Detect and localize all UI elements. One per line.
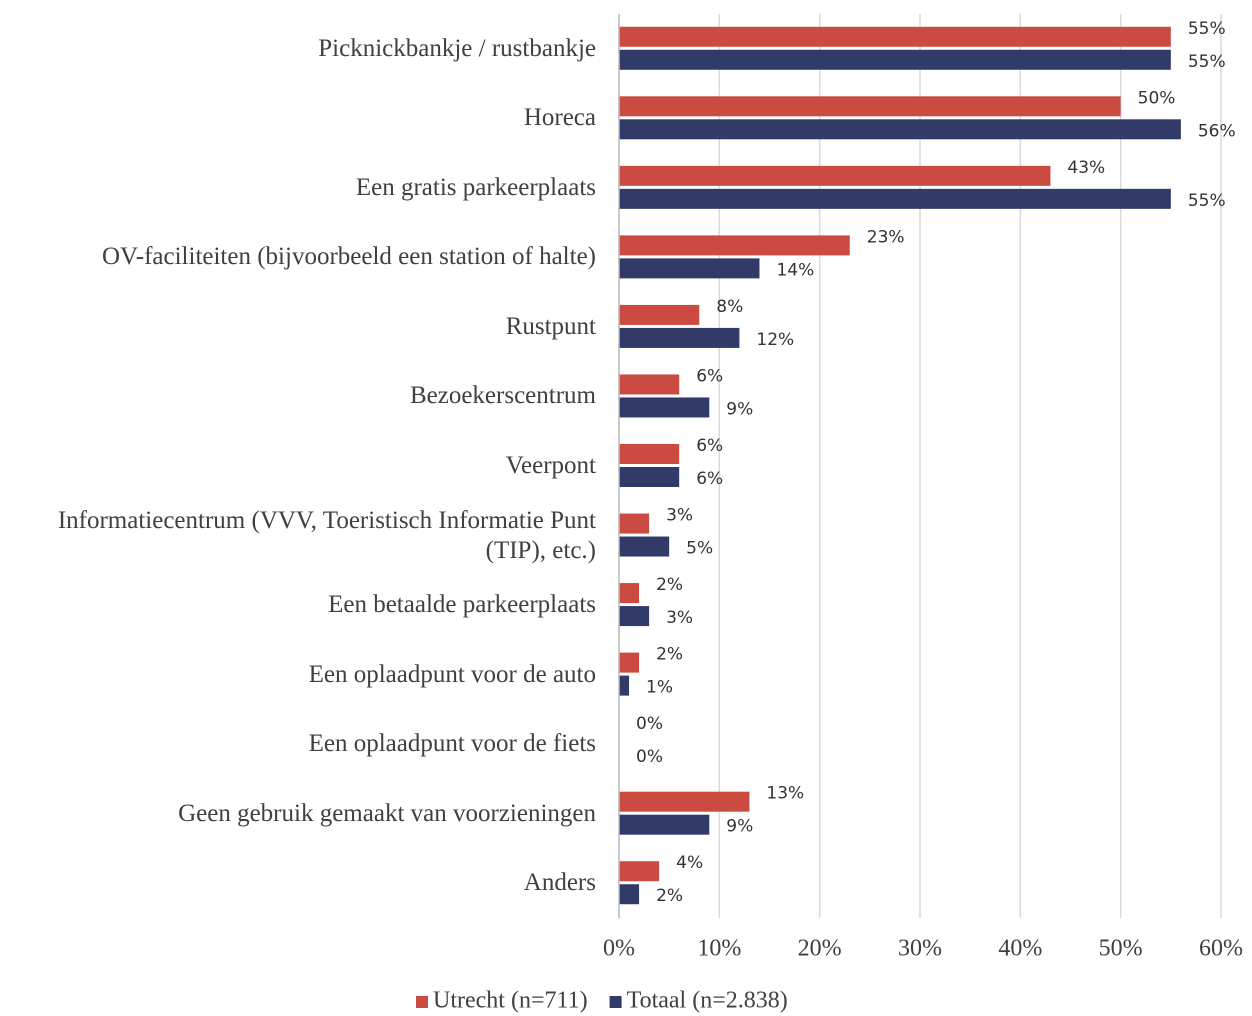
bar [619,675,630,696]
category-label: Horeca [523,104,596,132]
bar [619,467,680,487]
bar [619,235,850,256]
bar [619,26,1171,47]
value-label: 2% [656,886,683,906]
value-label: 14% [776,260,814,280]
value-label: 6% [696,366,723,386]
bar [619,884,640,905]
x-tick-label: 0% [603,936,635,962]
category-label: Geen gebruik gemaakt van voorzieningen [178,799,596,827]
value-label: 2% [656,645,683,665]
bar [619,791,750,812]
legend-label: Totaal (n=2.838) [627,988,788,1014]
bar [619,165,1051,186]
value-label: 55% [1188,52,1226,72]
value-label: 9% [726,817,753,837]
legend-label: Utrecht (n=711) [433,988,588,1014]
bar [619,304,700,325]
bar [619,652,640,673]
value-label: 8% [716,297,743,317]
x-tick-label: 60% [1199,936,1243,962]
value-label: 23% [867,227,905,247]
bar [619,606,650,627]
category-label: Informatiecentrum (VVV, Toeristisch Info… [57,506,596,564]
category-label: Een betaalde parkeerplaats [328,591,596,619]
bar [619,513,650,534]
value-label: 1% [646,678,673,698]
x-tick-label: 50% [1099,936,1143,962]
value-label: 12% [756,330,794,350]
category-label: Een oplaadpunt voor de fiets [308,730,596,758]
x-tick-label: 30% [898,936,942,962]
x-tick-label: 40% [998,936,1042,962]
value-label: 4% [676,853,703,873]
bar [619,374,680,395]
category-label: Anders [523,869,596,897]
category-label: OV-faciliteiten (bijvoorbeeld een statio… [101,243,596,271]
bar [619,814,710,835]
value-label: 6% [696,436,723,456]
value-label: 56% [1198,121,1236,141]
value-label: 5% [686,539,713,559]
value-label: 9% [726,399,753,419]
category-label: Een gratis parkeerplaats [355,173,596,201]
bar [619,536,670,557]
bar [619,258,760,279]
legend-swatch [609,996,622,1008]
category-label: Veerpont [505,452,596,479]
legend-swatch [416,996,428,1008]
bar [619,583,640,604]
value-label: 43% [1067,158,1105,178]
value-label: 55% [1188,19,1226,39]
value-label: 2% [656,575,683,595]
value-label: 50% [1138,88,1176,108]
category-label: Picknickbankje / rustbankje [318,34,596,62]
category-label: Bezoekerscentrum [409,382,596,410]
bar [619,327,740,348]
bar [619,861,660,882]
value-label: 3% [666,506,693,526]
value-label: 6% [696,469,723,489]
bar [619,397,710,418]
bar [619,96,1121,117]
value-label: 0% [636,747,663,767]
x-tick-label: 20% [798,936,842,962]
value-label: 0% [636,714,663,734]
category-label: Rustpunt [505,312,596,340]
category-label: Een oplaadpunt voor de auto [308,660,596,688]
bar [619,444,680,464]
bar [619,119,1181,140]
bar [619,49,1171,70]
bar [619,188,1171,209]
value-label: 55% [1188,191,1226,211]
value-label: 13% [766,784,804,804]
value-label: 3% [666,608,693,628]
x-tick-label: 10% [697,936,741,962]
